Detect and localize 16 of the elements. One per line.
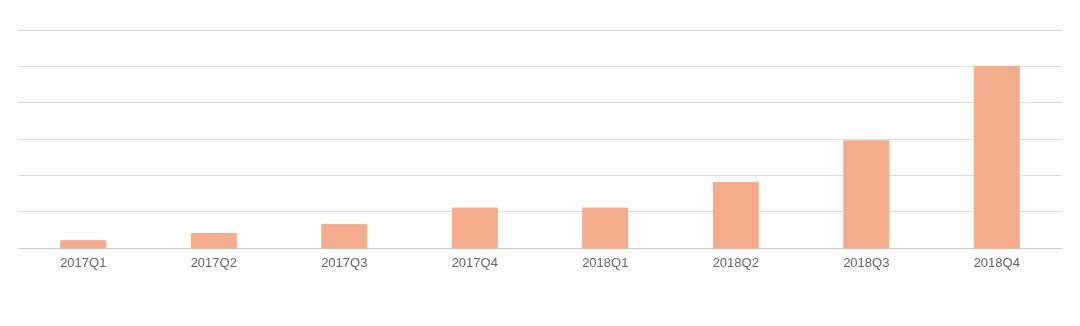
bar	[843, 140, 890, 249]
bar	[321, 223, 368, 249]
x-tick-label: 2017Q1	[60, 255, 107, 270]
x-tick-label: 2018Q2	[712, 255, 759, 270]
x-tick-label: 2018Q3	[843, 255, 890, 270]
x-tick-label: 2017Q4	[451, 255, 498, 270]
bar	[582, 207, 629, 249]
bar	[451, 207, 498, 249]
x-tick-label: 2018Q4	[973, 255, 1020, 270]
bar	[973, 65, 1020, 249]
bar	[190, 232, 237, 249]
x-tick-label: 2018Q1	[582, 255, 629, 270]
bar	[60, 240, 107, 249]
x-tick-label: 2017Q2	[190, 255, 237, 270]
bar	[712, 182, 759, 249]
x-tick-label: 2017Q3	[321, 255, 368, 270]
